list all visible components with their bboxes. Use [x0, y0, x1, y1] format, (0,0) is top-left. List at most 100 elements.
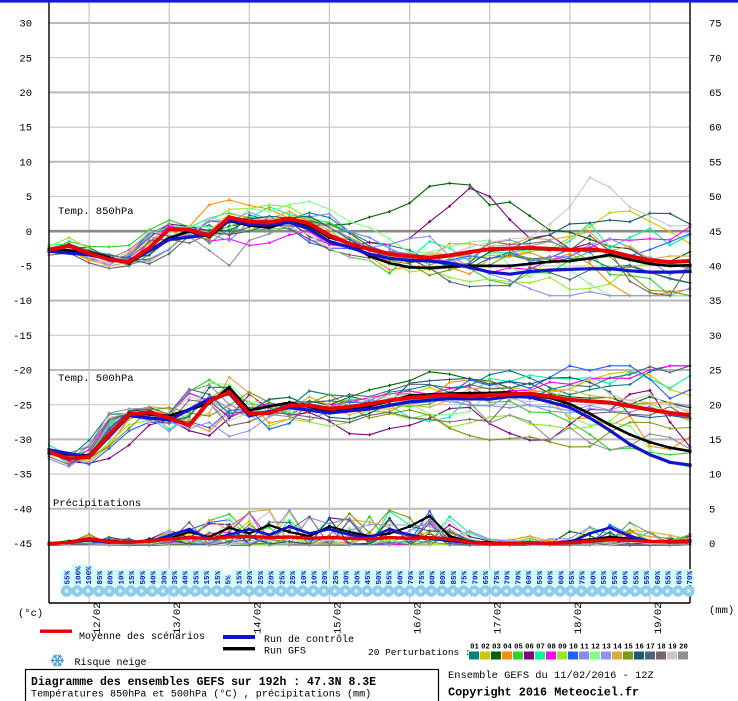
svg-text:25%: 25%: [333, 570, 341, 584]
svg-text:55%: 55%: [601, 570, 609, 584]
svg-text:80%: 80%: [440, 570, 448, 584]
svg-text:20%: 20%: [269, 570, 277, 584]
svg-text:80%: 80%: [108, 570, 116, 584]
svg-text:40%: 40%: [183, 570, 191, 584]
svg-text:55%: 55%: [537, 570, 545, 584]
svg-text:65: 65: [709, 88, 722, 100]
svg-text:30%: 30%: [344, 570, 352, 584]
svg-text:Températures 850hPa et 500hPa: Températures 850hPa et 500hPa (°C) , pré…: [31, 689, 371, 701]
svg-text:60%: 60%: [397, 570, 405, 584]
svg-text:10: 10: [709, 470, 722, 482]
svg-text:Moyenne des scénarios: Moyenne des scénarios: [79, 631, 205, 643]
svg-text:13: 13: [602, 644, 611, 652]
svg-text:0: 0: [26, 227, 32, 239]
svg-text:35%: 35%: [172, 570, 180, 584]
svg-text:40%: 40%: [151, 570, 159, 584]
svg-text:55%: 55%: [569, 570, 577, 584]
svg-text:5%: 5%: [226, 575, 234, 585]
svg-text:20: 20: [679, 644, 688, 652]
svg-text:Ensemble GEFS du 11/02/2016 -: Ensemble GEFS du 11/02/2016 - 12Z: [448, 670, 654, 682]
svg-text:75%: 75%: [580, 570, 588, 584]
svg-text:08: 08: [547, 644, 556, 652]
svg-text:05: 05: [514, 644, 523, 652]
svg-text:10%: 10%: [312, 570, 320, 584]
svg-text:06: 06: [525, 644, 534, 652]
svg-text:Diagramme des ensembles GEFS s: Diagramme des ensembles GEFS sur 192h : …: [31, 676, 376, 689]
svg-text:15%: 15%: [129, 570, 137, 584]
svg-text:70: 70: [709, 53, 722, 65]
svg-text:-45: -45: [13, 539, 32, 551]
svg-text:20%: 20%: [247, 570, 255, 584]
svg-text:55%: 55%: [633, 570, 641, 584]
svg-text:100%: 100%: [86, 566, 94, 585]
svg-text:75%: 75%: [462, 570, 470, 584]
svg-text:25: 25: [709, 366, 722, 378]
svg-text:Temp. 500hPa: Temp. 500hPa: [58, 373, 134, 385]
svg-text:20: 20: [709, 400, 722, 412]
svg-text:02: 02: [481, 644, 490, 652]
svg-text:04: 04: [503, 644, 512, 652]
svg-text:-40: -40: [13, 504, 32, 516]
svg-text:70%: 70%: [505, 570, 513, 584]
svg-text:70%: 70%: [687, 570, 695, 584]
svg-text:15: 15: [19, 123, 32, 135]
svg-text:20 Perturbations :: 20 Perturbations :: [368, 647, 471, 658]
svg-text:5: 5: [709, 504, 715, 516]
svg-text:07: 07: [536, 644, 545, 652]
svg-text:15: 15: [624, 644, 633, 652]
svg-text:70%: 70%: [515, 570, 523, 584]
svg-text:50%: 50%: [140, 570, 148, 584]
svg-text:40: 40: [709, 262, 722, 274]
svg-text:70%: 70%: [408, 570, 416, 584]
svg-text:Run GFS: Run GFS: [264, 647, 306, 658]
svg-text:15%: 15%: [215, 570, 223, 584]
svg-text:10%: 10%: [118, 570, 126, 584]
svg-text:55%: 55%: [387, 570, 395, 584]
svg-text:Précipitations: Précipitations: [53, 498, 141, 510]
svg-text:Copyright 2016 Meteociel.fr: Copyright 2016 Meteociel.fr: [448, 686, 639, 700]
svg-text:15%: 15%: [204, 570, 212, 584]
svg-text:70%: 70%: [472, 570, 480, 584]
svg-text:60: 60: [709, 123, 722, 135]
svg-text:0: 0: [709, 539, 715, 551]
svg-text:25%: 25%: [279, 570, 287, 584]
svg-text:35%: 35%: [194, 570, 202, 584]
svg-text:16/02: 16/02: [413, 602, 425, 634]
svg-text:15: 15: [709, 435, 722, 447]
svg-text:-20: -20: [13, 366, 32, 378]
svg-text:55%: 55%: [644, 570, 652, 584]
svg-text:75: 75: [709, 19, 722, 31]
svg-text:15/02: 15/02: [332, 602, 344, 634]
svg-text:09: 09: [558, 644, 567, 652]
svg-text:14: 14: [613, 644, 622, 652]
svg-text:20%: 20%: [322, 570, 330, 584]
svg-text:100%: 100%: [75, 566, 83, 585]
svg-text:10: 10: [19, 157, 32, 169]
svg-text:-15: -15: [13, 331, 32, 343]
svg-text:60%: 60%: [655, 570, 663, 584]
svg-text:25%: 25%: [258, 570, 266, 584]
svg-text:01: 01: [470, 644, 479, 652]
svg-text:85%: 85%: [97, 570, 105, 584]
svg-text:16: 16: [635, 644, 644, 652]
svg-text:17/02: 17/02: [493, 602, 505, 634]
svg-text:19: 19: [668, 644, 677, 652]
svg-text:60%: 60%: [558, 570, 566, 584]
svg-text:45%: 45%: [365, 570, 373, 584]
svg-text:Run de contrôle: Run de contrôle: [264, 634, 354, 646]
svg-text:17: 17: [646, 644, 655, 652]
svg-text:12/02: 12/02: [92, 602, 104, 634]
svg-text:55%: 55%: [666, 570, 674, 584]
svg-text:55: 55: [709, 157, 722, 169]
svg-text:55%: 55%: [65, 570, 73, 584]
svg-text:50%: 50%: [376, 570, 384, 584]
svg-text:-10: -10: [13, 296, 32, 308]
svg-text:03: 03: [492, 644, 501, 652]
svg-text:75%: 75%: [419, 570, 427, 584]
svg-text:18/02: 18/02: [573, 602, 585, 634]
svg-text:20: 20: [19, 88, 32, 100]
svg-text:60%: 60%: [623, 570, 631, 584]
svg-text:12: 12: [591, 644, 600, 652]
svg-text:75%: 75%: [494, 570, 502, 584]
svg-text:(°c): (°c): [18, 608, 43, 620]
